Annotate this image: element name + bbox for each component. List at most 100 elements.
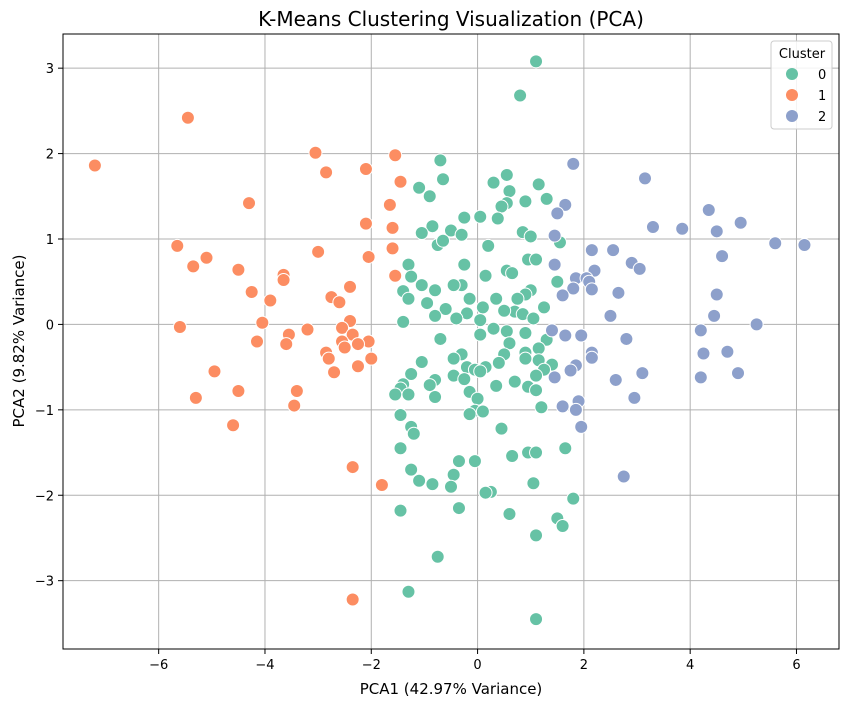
point-cluster-1 bbox=[289, 384, 304, 399]
point-cluster-0 bbox=[534, 400, 549, 415]
point-cluster-1 bbox=[231, 384, 246, 399]
point-cluster-0 bbox=[433, 331, 448, 346]
point-cluster-2 bbox=[632, 261, 647, 276]
legend: Cluster 0 1 2 bbox=[770, 40, 833, 130]
point-cluster-1 bbox=[311, 244, 326, 259]
point-cluster-1 bbox=[364, 351, 379, 366]
point-cluster-1 bbox=[332, 295, 347, 310]
point-cluster-0 bbox=[478, 268, 493, 283]
point-cluster-0 bbox=[502, 336, 517, 351]
point-cluster-0 bbox=[451, 454, 466, 469]
point-cluster-0 bbox=[430, 549, 445, 564]
point-cluster-1 bbox=[300, 322, 315, 337]
point-cluster-0 bbox=[497, 303, 512, 318]
y-tick-label: 2 bbox=[46, 148, 54, 163]
point-cluster-0 bbox=[393, 441, 408, 456]
point-cluster-1 bbox=[226, 418, 241, 433]
point-cluster-2 bbox=[645, 220, 660, 235]
point-cluster-2 bbox=[547, 257, 562, 272]
point-cluster-1 bbox=[87, 158, 102, 173]
legend-label-2: 2 bbox=[818, 110, 826, 125]
point-cluster-1 bbox=[186, 259, 201, 274]
point-cluster-0 bbox=[473, 313, 488, 328]
point-cluster-0 bbox=[393, 503, 408, 518]
point-cluster-2 bbox=[749, 317, 764, 332]
point-cluster-1 bbox=[308, 145, 323, 160]
point-cluster-0 bbox=[414, 355, 429, 369]
point-cluster-0 bbox=[467, 454, 482, 469]
point-cluster-1 bbox=[388, 268, 403, 283]
point-cluster-0 bbox=[433, 153, 448, 168]
point-cluster-1 bbox=[385, 220, 400, 235]
point-cluster-0 bbox=[470, 391, 485, 406]
chart-title: K-Means Clustering Visualization (PCA) bbox=[258, 7, 644, 31]
point-cluster-0 bbox=[518, 194, 533, 209]
point-cluster-0 bbox=[491, 355, 506, 370]
point-cluster-0 bbox=[436, 172, 451, 187]
point-cluster-0 bbox=[428, 390, 443, 405]
point-cluster-0 bbox=[537, 300, 552, 315]
point-cluster-1 bbox=[374, 478, 389, 492]
point-cluster-1 bbox=[388, 148, 403, 163]
point-cluster-1 bbox=[244, 284, 259, 299]
point-cluster-2 bbox=[574, 419, 589, 434]
point-cluster-1 bbox=[345, 592, 360, 607]
y-axis-label: PCA2 (9.82% Variance) bbox=[10, 254, 28, 427]
point-cluster-0 bbox=[420, 296, 435, 311]
point-cluster-2 bbox=[547, 370, 562, 385]
point-cluster-1 bbox=[343, 279, 358, 294]
point-cluster-1 bbox=[188, 390, 203, 405]
point-cluster-0 bbox=[446, 467, 461, 482]
point-cluster-2 bbox=[731, 366, 746, 381]
point-cluster-0 bbox=[529, 383, 544, 398]
point-cluster-2 bbox=[720, 344, 735, 359]
point-cluster-0 bbox=[446, 278, 461, 293]
point-cluster-0 bbox=[513, 88, 528, 103]
point-cluster-0 bbox=[404, 269, 419, 284]
point-cluster-0 bbox=[462, 291, 477, 306]
point-cluster-0 bbox=[518, 351, 533, 366]
point-cluster-2 bbox=[574, 328, 589, 343]
legend-label-1: 1 bbox=[818, 89, 826, 104]
point-cluster-0 bbox=[481, 238, 496, 253]
point-cluster-2 bbox=[701, 202, 716, 217]
point-cluster-2 bbox=[558, 197, 573, 212]
point-cluster-2 bbox=[707, 308, 722, 323]
point-cluster-0 bbox=[401, 257, 416, 272]
point-cluster-1 bbox=[207, 364, 222, 379]
point-cluster-0 bbox=[396, 314, 411, 329]
point-cluster-2 bbox=[635, 366, 650, 381]
point-cluster-0 bbox=[529, 612, 544, 627]
point-cluster-2 bbox=[584, 350, 599, 365]
point-cluster-0 bbox=[478, 485, 493, 500]
point-cluster-0 bbox=[457, 210, 472, 225]
point-cluster-1 bbox=[335, 320, 350, 335]
point-cluster-1 bbox=[199, 250, 214, 265]
point-cluster-0 bbox=[499, 167, 514, 182]
legend-box bbox=[770, 40, 833, 130]
point-cluster-0 bbox=[404, 462, 419, 477]
point-cluster-2 bbox=[544, 323, 559, 338]
point-cluster-0 bbox=[566, 491, 581, 506]
point-cluster-0 bbox=[558, 441, 573, 456]
point-cluster-0 bbox=[414, 226, 429, 241]
legend-title: Cluster bbox=[779, 47, 826, 62]
point-cluster-0 bbox=[401, 387, 416, 402]
point-cluster-0 bbox=[489, 378, 504, 393]
point-cluster-0 bbox=[550, 274, 565, 289]
point-cluster-2 bbox=[555, 288, 570, 303]
y-tick-label: 3 bbox=[46, 62, 54, 77]
point-cluster-0 bbox=[446, 351, 461, 366]
point-cluster-0 bbox=[422, 189, 437, 204]
point-cluster-0 bbox=[457, 257, 472, 272]
y-axis-ticks: −3 −2 −1 0 1 2 3 bbox=[35, 62, 63, 590]
point-cluster-0 bbox=[490, 211, 505, 226]
point-cluster-1 bbox=[350, 337, 365, 352]
x-axis-label: PCA1 (42.97% Variance) bbox=[360, 680, 543, 698]
point-cluster-0 bbox=[518, 325, 533, 340]
x-tick-label: 0 bbox=[473, 658, 481, 673]
legend-label-0: 0 bbox=[818, 68, 826, 83]
point-cluster-0 bbox=[457, 372, 472, 387]
point-cluster-1 bbox=[321, 351, 336, 366]
